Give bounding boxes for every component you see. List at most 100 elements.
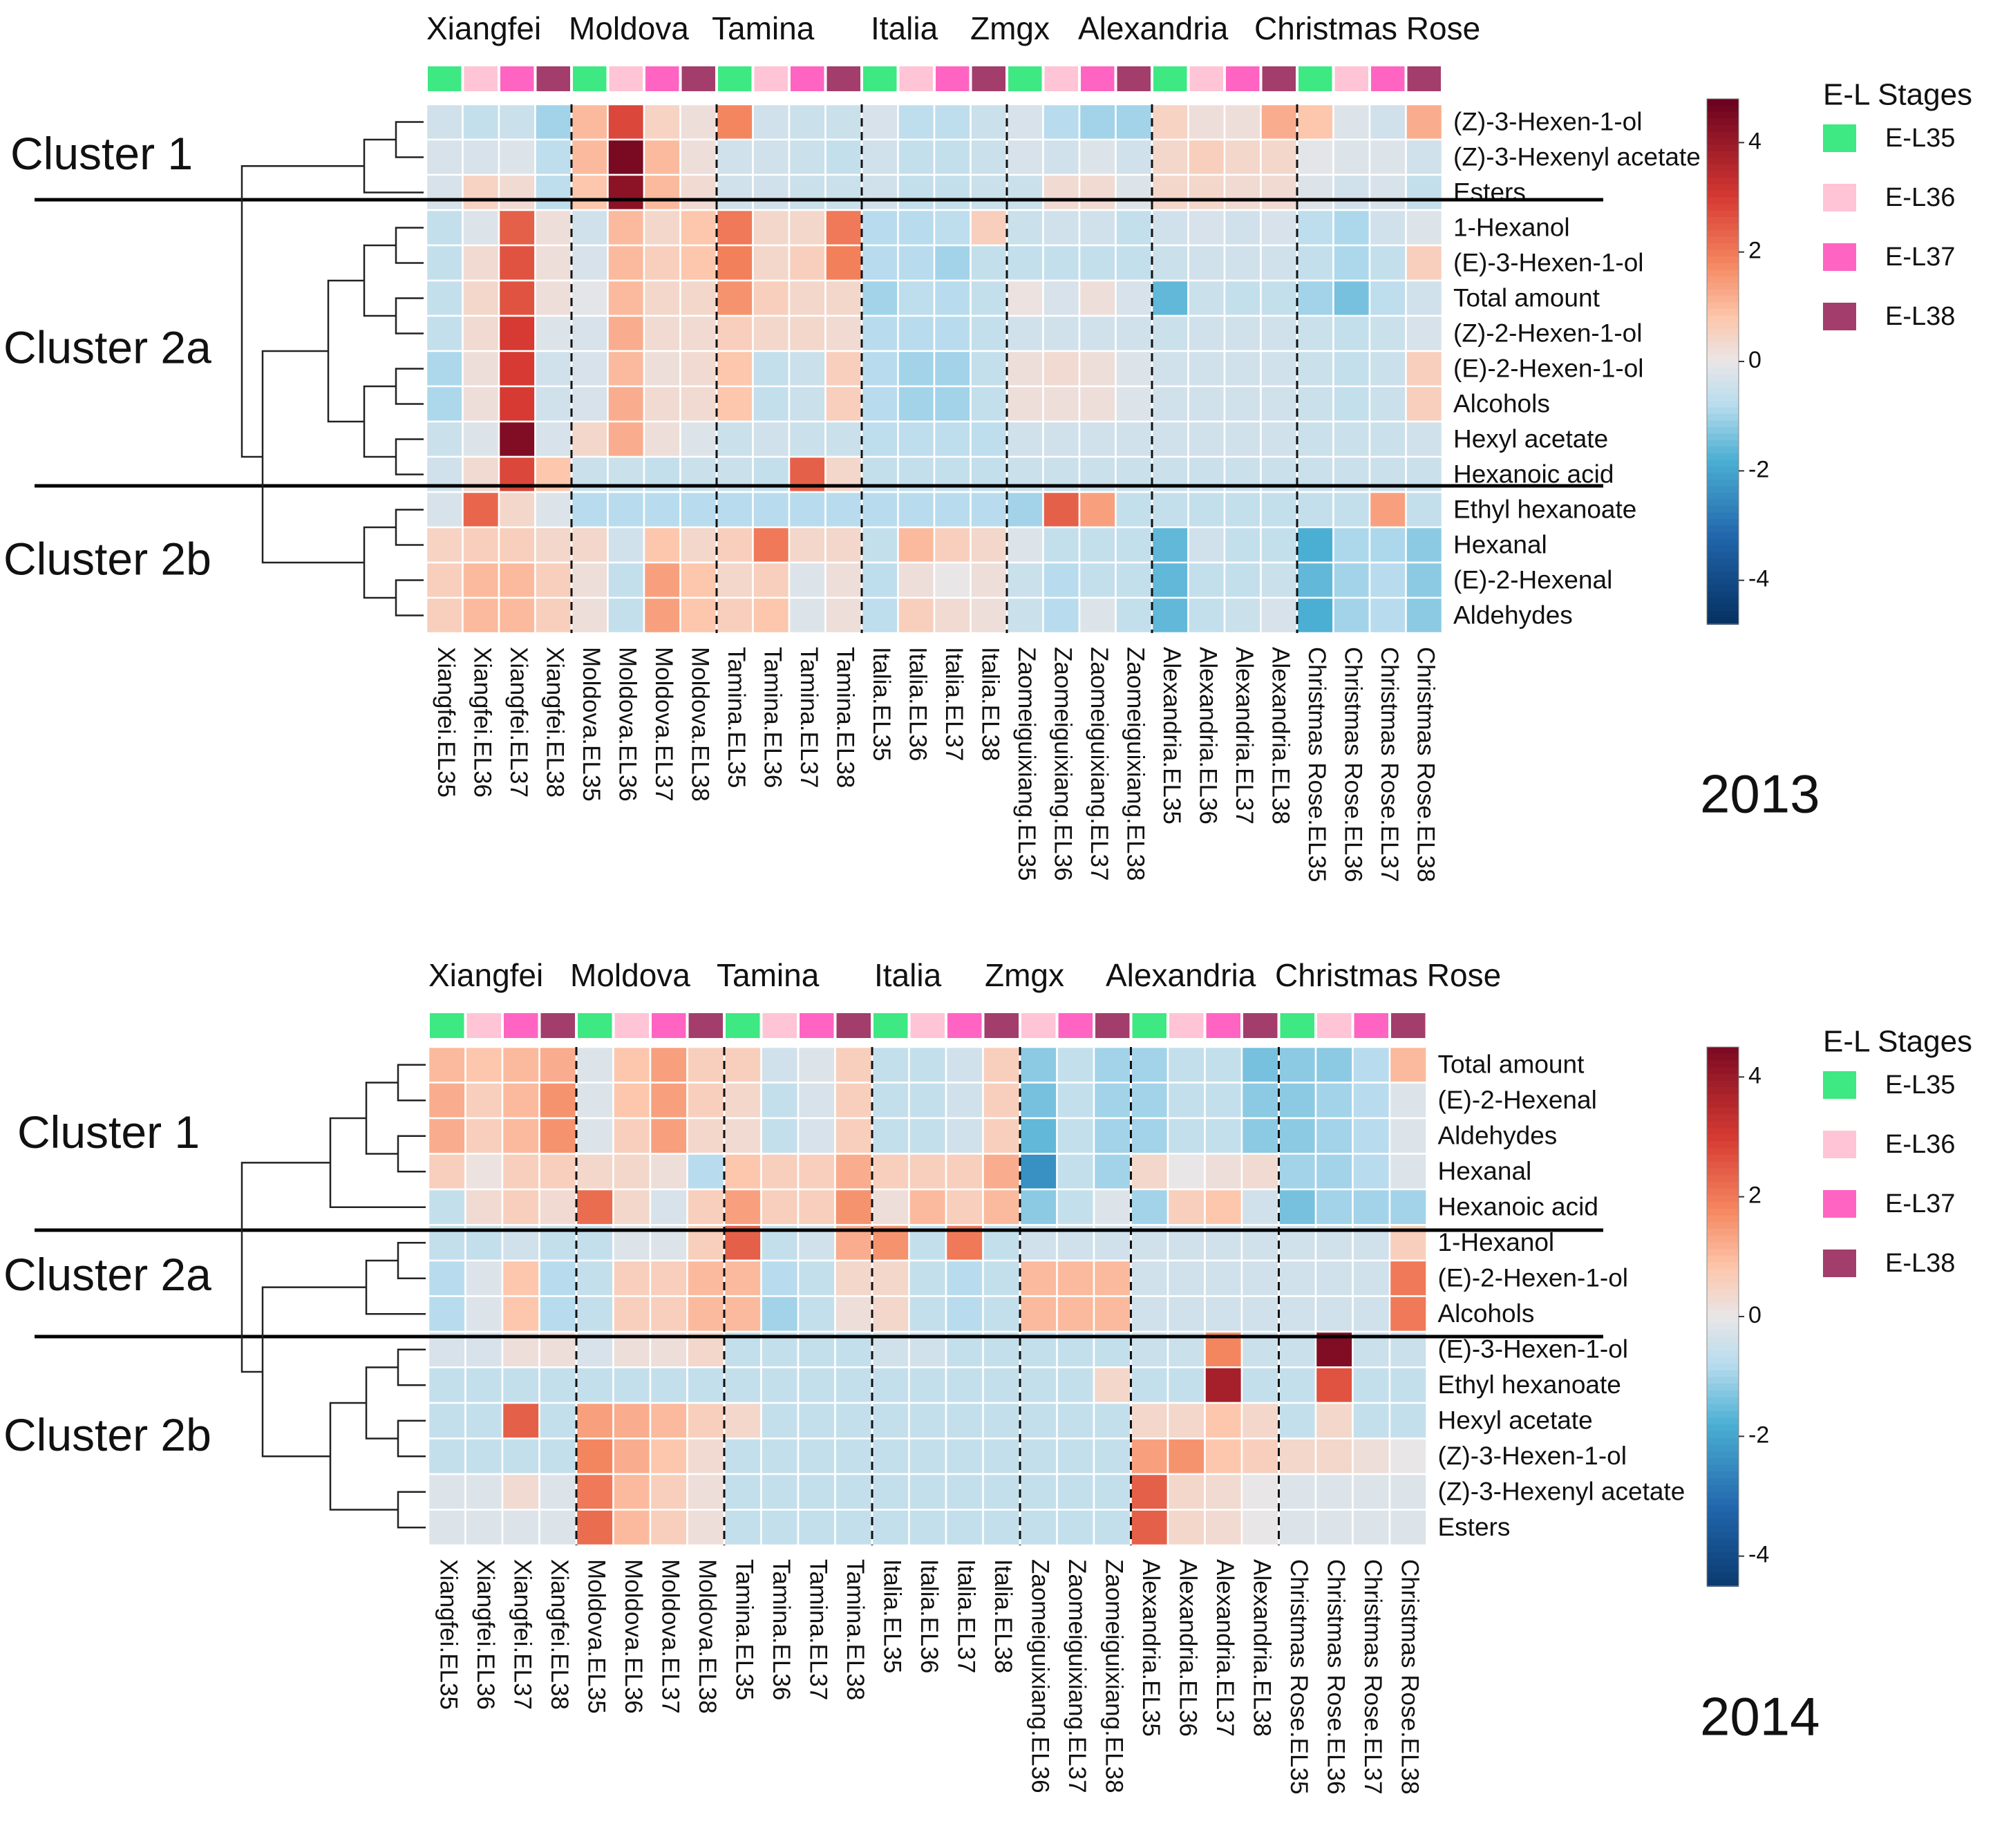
heat-cell bbox=[970, 420, 1008, 458]
heat-cell bbox=[1166, 1437, 1206, 1475]
heat-cell bbox=[1204, 1082, 1243, 1120]
colorbar-segment bbox=[1707, 1484, 1739, 1493]
heat-cell bbox=[1240, 1295, 1280, 1333]
heat-cell bbox=[1005, 173, 1044, 211]
dendrogram-branch bbox=[363, 385, 396, 458]
heat-cell bbox=[933, 209, 972, 247]
heat-cell bbox=[1314, 1046, 1354, 1084]
dendrogram-branch bbox=[395, 509, 424, 546]
heat-cell bbox=[462, 561, 500, 599]
heat-cell bbox=[1314, 1473, 1354, 1511]
heat-cell bbox=[643, 385, 681, 423]
colorbar-segment bbox=[1707, 591, 1739, 598]
heat-cell bbox=[982, 1117, 1021, 1155]
heat-cell bbox=[970, 209, 1008, 247]
heat-cell bbox=[1115, 385, 1153, 423]
heat-cell bbox=[1332, 596, 1371, 634]
heat-cell bbox=[715, 209, 754, 247]
heat-cell bbox=[643, 491, 681, 529]
heat-cell bbox=[464, 1082, 504, 1120]
colorbar-segment bbox=[1707, 171, 1739, 178]
heat-cell bbox=[1204, 1046, 1243, 1084]
heat-cell bbox=[933, 385, 972, 423]
colorbar-tick-label: 4 bbox=[1748, 128, 1761, 154]
heat-cell bbox=[686, 1046, 726, 1084]
heat-cell bbox=[1115, 350, 1153, 388]
heat-cell bbox=[1368, 244, 1407, 282]
stage-cell bbox=[947, 1013, 982, 1038]
heat-cell bbox=[1388, 1117, 1428, 1155]
heat-cell bbox=[1204, 1366, 1243, 1404]
heat-cell bbox=[715, 526, 754, 564]
heat-cell bbox=[1314, 1366, 1354, 1404]
heat-cell bbox=[945, 1473, 984, 1511]
heat-cell bbox=[570, 561, 609, 599]
heat-cell bbox=[570, 138, 609, 176]
colorbar-segment bbox=[1707, 355, 1739, 362]
heat-cell bbox=[1352, 1046, 1391, 1084]
heat-cell bbox=[1204, 1473, 1243, 1511]
dendrogram-branch bbox=[395, 227, 424, 264]
stage-cell bbox=[873, 1013, 908, 1038]
colorbar-segment bbox=[1707, 493, 1739, 500]
heat-cell bbox=[1042, 350, 1081, 388]
legend-title: E-L Stages bbox=[1823, 78, 1972, 112]
heat-cell bbox=[1314, 1402, 1354, 1440]
colorbar-segment bbox=[1707, 446, 1739, 454]
heat-cell bbox=[752, 244, 791, 282]
group-label: Christmas Rose bbox=[1254, 10, 1480, 46]
heat-cell bbox=[723, 1473, 762, 1511]
row-label: (E)-2-Hexenal bbox=[1438, 1086, 1597, 1114]
heat-cell bbox=[498, 420, 536, 458]
column-label: Alexandria.EL36 bbox=[1175, 1559, 1202, 1737]
heat-cell bbox=[752, 561, 791, 599]
colorbar-segment bbox=[1707, 296, 1739, 303]
colorbar-segment bbox=[1707, 453, 1739, 461]
heat-cell bbox=[575, 1082, 614, 1120]
heat-cell bbox=[1056, 1295, 1095, 1333]
heat-cell bbox=[679, 279, 718, 317]
row-label: Total amount bbox=[1438, 1050, 1585, 1079]
group-label: Xiangfei bbox=[426, 10, 541, 46]
dendrogram-branch bbox=[397, 1064, 426, 1102]
stage-cell bbox=[1095, 1013, 1130, 1038]
heat-cell bbox=[760, 1153, 800, 1191]
colorbar-segment bbox=[1707, 1384, 1739, 1392]
stage-cell bbox=[1298, 66, 1332, 91]
heat-cell bbox=[752, 420, 791, 458]
heat-cell bbox=[1223, 350, 1262, 388]
column-label: Italia.EL37 bbox=[941, 647, 967, 761]
heat-cell bbox=[752, 596, 791, 634]
heat-cell bbox=[945, 1046, 984, 1084]
heat-cell bbox=[1314, 1188, 1354, 1226]
cluster-label: Cluster 2b bbox=[3, 533, 211, 584]
heat-cell bbox=[970, 314, 1008, 352]
heat-cell bbox=[860, 138, 899, 176]
heat-cell bbox=[871, 1366, 910, 1404]
heat-cell bbox=[1115, 420, 1153, 458]
group-label: Italia bbox=[874, 957, 942, 993]
heat-cell bbox=[860, 173, 899, 211]
heat-cell bbox=[1296, 209, 1334, 247]
stage-cell bbox=[1317, 1013, 1352, 1038]
heat-cell bbox=[860, 491, 899, 529]
stage-cell bbox=[1280, 1013, 1314, 1038]
heat-cell bbox=[1405, 209, 1444, 247]
column-label: Zaomeiguixiang.EL36 bbox=[1027, 1559, 1054, 1793]
heat-cell bbox=[970, 385, 1008, 423]
heat-cell bbox=[534, 596, 573, 634]
heat-cell bbox=[933, 420, 972, 458]
column-label: Tamina.EL37 bbox=[795, 647, 822, 788]
colorbar-segment bbox=[1707, 105, 1739, 113]
stage-cell bbox=[972, 66, 1005, 91]
heat-cell bbox=[824, 596, 863, 634]
dendrogram-branch bbox=[329, 1402, 398, 1511]
stage-cell bbox=[688, 1013, 723, 1038]
heat-cell bbox=[425, 350, 464, 388]
heat-cell bbox=[797, 1117, 836, 1155]
heat-cell bbox=[575, 1153, 614, 1191]
heat-cell bbox=[897, 244, 936, 282]
heat-cell bbox=[908, 1259, 947, 1297]
group-label: Alexandria bbox=[1106, 957, 1256, 993]
column-label: Xiangfei.EL36 bbox=[469, 647, 496, 798]
